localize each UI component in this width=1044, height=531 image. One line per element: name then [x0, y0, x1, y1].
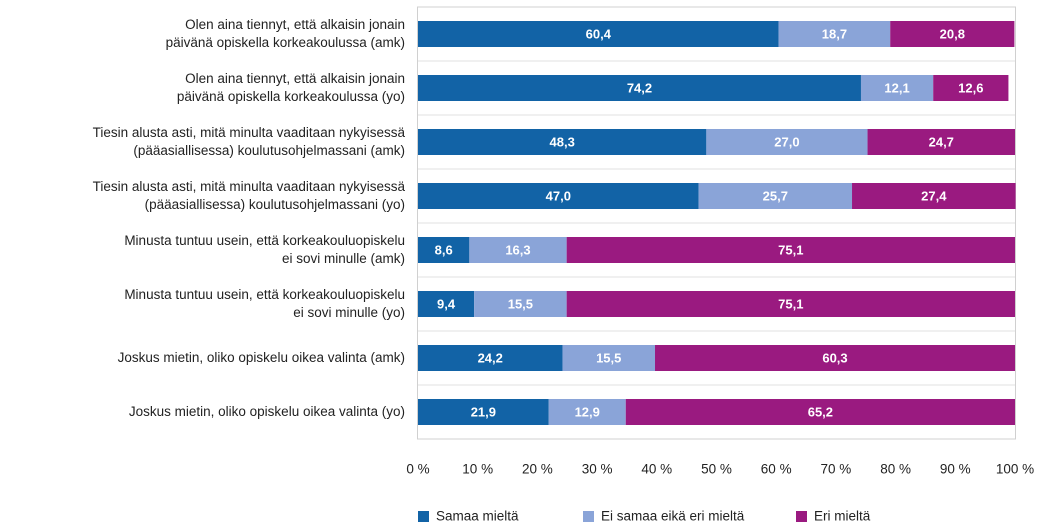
value-label: 47,0	[546, 188, 571, 203]
legend-swatch	[418, 511, 429, 522]
value-label: 75,1	[778, 296, 803, 311]
x-tick-label: 40 %	[641, 462, 672, 477]
category-line: ei sovi minulle (yo)	[293, 305, 405, 320]
category-line: Tiesin alusta asti, mitä minulta vaadita…	[93, 125, 406, 140]
x-tick-label: 80 %	[880, 462, 911, 477]
bar-segment	[655, 345, 1015, 371]
category-line: Tiesin alusta asti, mitä minulta vaadita…	[93, 179, 406, 194]
x-tick-label: 100 %	[996, 462, 1034, 477]
category-line: ei sovi minulle (amk)	[282, 251, 405, 266]
category-label: Minusta tuntuu usein, että korkeakouluop…	[124, 287, 405, 320]
x-tick-label: 70 %	[821, 462, 852, 477]
x-tick-label: 90 %	[940, 462, 971, 477]
value-label: 12,1	[884, 80, 909, 95]
bar-segment	[706, 129, 868, 155]
bar-segment	[418, 129, 707, 155]
value-label: 15,5	[596, 350, 621, 365]
value-label: 74,2	[627, 80, 652, 95]
bar-segment	[418, 21, 779, 47]
category-line: Minusta tuntuu usein, että korkeakouluop…	[124, 287, 405, 302]
value-label: 24,7	[929, 134, 954, 149]
bar-segment	[418, 75, 861, 101]
bar-segment	[566, 291, 1015, 317]
category-line: Joskus mietin, oliko opiskelu oikea vali…	[118, 350, 405, 365]
bar-segment	[418, 291, 475, 317]
bar-segment	[418, 237, 470, 263]
bar-segment	[890, 21, 1015, 47]
value-label: 12,6	[958, 80, 983, 95]
category-label: Olen aina tiennyt, että alkaisin jonain p…	[166, 17, 405, 50]
value-label: 24,2	[478, 350, 503, 365]
legend-label: Eri mieltä	[814, 509, 871, 524]
bar-segment	[867, 129, 1015, 155]
legend-swatch	[796, 511, 807, 522]
legend-label: Ei samaa eikä eri mieltä	[601, 509, 745, 524]
category-label: Joskus mietin, oliko opiskelu oikea vali…	[129, 404, 405, 419]
x-tick-label: 30 %	[582, 462, 613, 477]
bar-segment	[933, 75, 1009, 101]
category-label: Tiesin alusta asti, mitä minulta vaadita…	[93, 179, 406, 212]
value-label: 18,7	[822, 26, 847, 41]
x-tick-label: 20 %	[522, 462, 553, 477]
value-label: 65,2	[808, 404, 833, 419]
x-tick-label: 10 %	[462, 462, 493, 477]
value-label: 16,3	[505, 242, 530, 257]
category-line: Olen aina tiennyt, että alkaisin jonain	[185, 17, 405, 32]
x-tick-label: 50 %	[701, 462, 732, 477]
value-label: 48,3	[550, 134, 575, 149]
bar-segment	[469, 237, 567, 263]
bar-segment	[474, 291, 567, 317]
category-line: Olen aina tiennyt, että alkaisin jonain	[185, 71, 405, 86]
category-label: Joskus mietin, oliko opiskelu oikea vali…	[118, 350, 405, 365]
value-label: 12,9	[575, 404, 600, 419]
x-tick-label: 60 %	[761, 462, 792, 477]
bar-segment	[566, 237, 1015, 263]
bar-segment	[418, 399, 549, 425]
bar-segment	[548, 399, 626, 425]
value-label: 8,6	[435, 242, 453, 257]
value-label: 60,3	[822, 350, 847, 365]
bar-segment	[625, 399, 1015, 425]
x-tick-label: 0 %	[406, 462, 429, 477]
category-label: Olen aina tiennyt, että alkaisin jonain p…	[177, 71, 405, 104]
bar-segment	[778, 21, 891, 47]
legend-swatch	[583, 511, 594, 522]
category-line: päivänä opiskella korkeakoulussa (yo)	[177, 89, 405, 104]
category-label: Tiesin alusta asti, mitä minulta vaadita…	[93, 125, 406, 158]
value-label: 27,4	[921, 188, 947, 203]
value-label: 9,4	[437, 296, 456, 311]
bar-segment	[852, 183, 1016, 209]
value-label: 27,0	[774, 134, 799, 149]
value-label: 25,7	[763, 188, 788, 203]
category-line: (pääasiallisessa) koulutusohjelmassani (…	[145, 197, 405, 212]
category-line: (pääasiallisessa) koulutusohjelmassani (…	[133, 143, 405, 158]
value-label: 21,9	[471, 404, 496, 419]
category-line: päivänä opiskella korkeakoulussa (amk)	[166, 35, 405, 50]
bar-segment	[698, 183, 853, 209]
value-label: 75,1	[778, 242, 803, 257]
bar-segment	[418, 183, 699, 209]
legend-label: Samaa mieltä	[436, 509, 519, 524]
value-label: 60,4	[586, 26, 612, 41]
bar-segment	[860, 75, 934, 101]
category-line: Joskus mietin, oliko opiskelu oikea vali…	[129, 404, 405, 419]
bar-segment	[562, 345, 656, 371]
category-line: Minusta tuntuu usein, että korkeakouluop…	[124, 233, 405, 248]
category-label: Minusta tuntuu usein, että korkeakouluop…	[124, 233, 405, 266]
value-label: 20,8	[940, 26, 965, 41]
value-label: 15,5	[508, 296, 533, 311]
bar-segment	[418, 345, 563, 371]
plot-frame	[417, 6, 1016, 440]
